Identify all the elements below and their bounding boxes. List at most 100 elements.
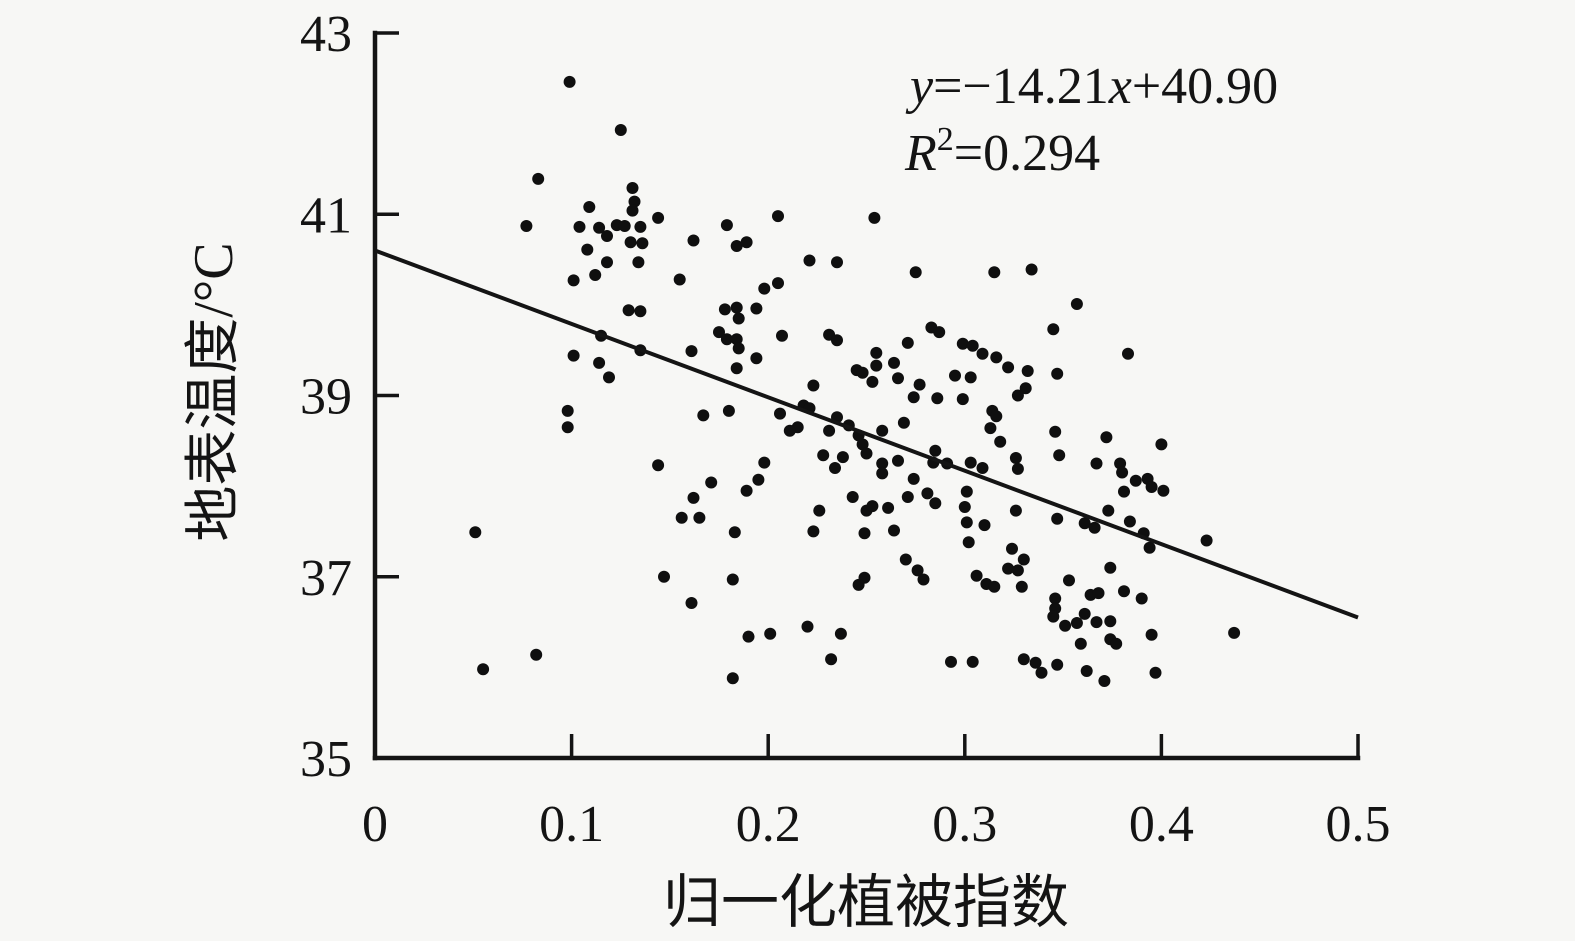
data-point <box>966 339 979 352</box>
data-point <box>730 240 743 252</box>
data-point <box>866 500 879 513</box>
data-point <box>783 424 796 437</box>
data-point <box>1143 541 1156 554</box>
x-tick-label: 0 <box>362 796 388 853</box>
data-point <box>901 491 914 503</box>
data-point <box>618 220 631 232</box>
data-point <box>730 333 743 346</box>
data-point <box>1088 521 1101 534</box>
y-tick-label: 37 <box>300 550 352 607</box>
data-point <box>990 410 1003 423</box>
data-point <box>856 438 869 451</box>
x-tick-label: 0.1 <box>539 796 604 853</box>
data-point <box>530 648 543 661</box>
data-point <box>907 472 920 485</box>
data-point <box>567 274 580 287</box>
data-point <box>956 337 969 350</box>
data-point <box>772 210 784 223</box>
data-point <box>917 573 930 586</box>
data-point <box>988 580 1001 593</box>
data-point <box>960 485 973 498</box>
data-point <box>1047 610 1060 623</box>
data-point <box>1118 485 1130 498</box>
data-point <box>685 597 698 609</box>
data-point <box>730 362 743 375</box>
data-point <box>990 351 1003 364</box>
data-point <box>685 345 698 358</box>
data-point <box>929 444 942 457</box>
data-point <box>720 219 733 232</box>
data-point <box>740 484 753 497</box>
data-point <box>807 525 820 538</box>
data-point <box>687 234 700 247</box>
data-point <box>831 334 843 347</box>
data-point <box>764 627 777 640</box>
data-point <box>1017 653 1030 666</box>
x-ticks <box>373 734 1360 758</box>
y-tick-label: 43 <box>300 6 352 63</box>
data-point <box>1104 561 1117 574</box>
data-point <box>856 366 869 379</box>
data-point <box>561 404 574 417</box>
data-point <box>976 347 989 360</box>
data-point <box>1047 323 1060 336</box>
data-point <box>866 375 879 388</box>
data-point <box>1116 466 1129 479</box>
data-point <box>1009 452 1022 464</box>
data-point <box>1051 512 1064 525</box>
data-point <box>1100 431 1113 444</box>
y-tick-labels: 35 37 39 41 43 <box>300 6 352 788</box>
data-point <box>1029 656 1042 669</box>
data-point <box>1118 585 1130 598</box>
data-point <box>1011 564 1024 577</box>
data-point <box>1002 562 1015 575</box>
data-point <box>949 369 961 382</box>
data-point <box>1135 592 1148 605</box>
data-point <box>1021 365 1034 377</box>
data-point <box>1070 298 1083 310</box>
data-point <box>868 211 881 224</box>
data-point <box>834 627 847 640</box>
data-point <box>909 266 922 279</box>
data-point <box>726 672 739 685</box>
data-point <box>807 379 820 392</box>
scatter-points <box>469 75 1241 687</box>
y-axis-title: 地表温度/°C <box>183 242 245 541</box>
data-point <box>624 236 637 249</box>
data-point <box>1200 534 1213 547</box>
data-point <box>1090 616 1103 629</box>
x-tick-label: 0.5 <box>1326 796 1391 853</box>
data-point <box>882 501 895 514</box>
data-point <box>693 511 706 524</box>
data-point <box>1019 382 1032 395</box>
data-point <box>634 220 647 233</box>
data-point <box>876 424 889 437</box>
data-point <box>817 449 830 462</box>
data-point <box>1006 542 1018 555</box>
data-point <box>1129 474 1142 487</box>
data-point <box>573 220 586 233</box>
y-tick-label: 35 <box>300 731 352 788</box>
data-point <box>732 342 745 355</box>
data-point <box>1102 504 1115 517</box>
data-point <box>933 326 946 339</box>
data-point <box>1145 628 1158 641</box>
data-point <box>758 456 771 469</box>
data-point <box>901 336 914 349</box>
equation-line1: y=−14.21x+40.90 <box>905 58 1278 115</box>
data-point <box>823 424 836 437</box>
data-point <box>1122 347 1134 360</box>
data-point <box>752 473 765 486</box>
data-point <box>730 301 743 314</box>
data-point <box>626 182 639 194</box>
data-point <box>561 421 574 434</box>
data-point <box>687 491 700 504</box>
x-axis-title: 归一化植被指数 <box>663 870 1069 935</box>
data-point <box>1051 658 1064 671</box>
data-point <box>1123 515 1136 528</box>
data-point <box>1090 457 1103 470</box>
data-point <box>563 75 576 88</box>
data-point <box>520 220 533 232</box>
data-point <box>722 404 735 417</box>
